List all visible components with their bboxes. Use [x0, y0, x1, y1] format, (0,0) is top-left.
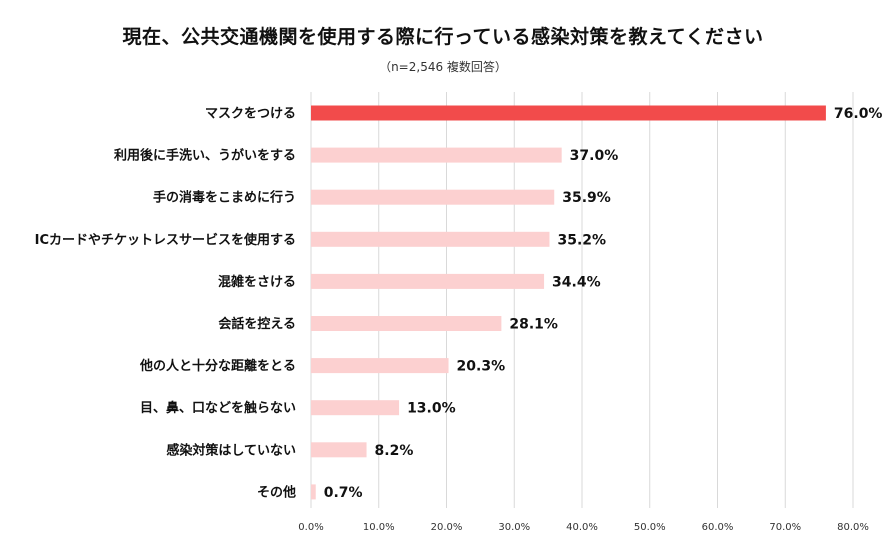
- chart-subtitle: （n=2,546 複数回答）: [379, 60, 507, 74]
- value-label: 35.9%: [562, 190, 611, 206]
- x-tick-label: 70.0%: [769, 522, 801, 533]
- category-label: 感染対策はしていない: [166, 442, 296, 458]
- bars: [311, 105, 826, 500]
- value-label: 35.2%: [557, 232, 606, 248]
- category-label: マスクをつける: [205, 107, 296, 122]
- category-label: 手の消毒をこまめに行う: [153, 190, 296, 206]
- bar: [311, 231, 550, 247]
- bar: [311, 105, 826, 121]
- category-label: ICカードやチケットレスサービスを使用する: [35, 232, 296, 248]
- x-tick-label: 20.0%: [431, 522, 463, 533]
- category-label: その他: [257, 484, 296, 500]
- x-tick-label: 30.0%: [498, 522, 530, 533]
- chart-title: 現在、公共交通機関を使用する際に行っている感染対策を教えてください: [122, 26, 764, 48]
- x-tick-label: 10.0%: [363, 522, 395, 533]
- x-tick-label: 60.0%: [702, 522, 734, 533]
- bar: [311, 484, 316, 500]
- value-label: 0.7%: [324, 485, 363, 501]
- bar: [311, 358, 449, 374]
- value-label: 34.4%: [552, 274, 601, 290]
- bar: [311, 189, 555, 205]
- bar: [311, 442, 367, 458]
- value-label: 76.0%: [834, 106, 883, 122]
- value-label: 8.2%: [375, 443, 414, 459]
- labels: マスクをつける 76.0% 利用後に手洗い、うがいをする 37.0% 手の消毒をこまめに…: [35, 106, 883, 501]
- category-label: 混雑をさける: [218, 274, 296, 290]
- x-tick-label: 40.0%: [566, 522, 598, 533]
- value-label: 20.3%: [457, 359, 506, 375]
- category-label: 会話を控える: [218, 316, 296, 332]
- value-label: 13.0%: [407, 401, 456, 417]
- x-tick-label: 80.0%: [837, 522, 869, 533]
- bar: [311, 400, 400, 416]
- x-axis-ticks: 0.0% 10.0% 20.0% 30.0% 40.0% 50.0% 60.0% 70.0% 8…: [298, 522, 869, 533]
- bar: [311, 316, 502, 331]
- category-label: 目、鼻、口などを触らない: [140, 400, 296, 416]
- category-label: 利用後に手洗い、うがいをする: [114, 148, 296, 164]
- value-label: 28.1%: [509, 317, 558, 333]
- x-tick-label: 50.0%: [634, 522, 666, 533]
- x-tick-label: 0.0%: [298, 522, 323, 533]
- value-label: 37.0%: [570, 148, 619, 164]
- category-label: 他の人と十分な距離をとる: [139, 358, 296, 374]
- bar: [311, 147, 562, 163]
- bar: [311, 273, 545, 289]
